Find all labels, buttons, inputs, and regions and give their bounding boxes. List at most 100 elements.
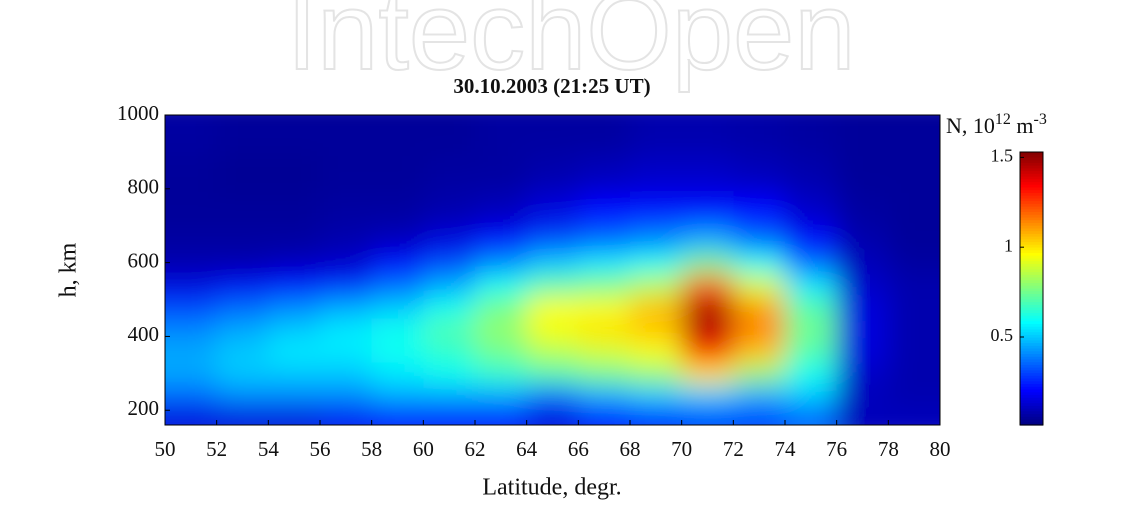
colorbar-step: [1020, 296, 1043, 301]
heatmap-cell: [526, 362, 579, 385]
heatmap-cell: [320, 273, 373, 297]
colorbar-step: [1020, 272, 1043, 276]
heatmap-cell: [216, 340, 269, 363]
heatmap-cell: [423, 362, 476, 385]
colorbar-step: [1020, 411, 1043, 415]
heatmap-cell: [578, 340, 631, 363]
colorbar-step: [1020, 310, 1043, 314]
plot-frame: [164, 114, 941, 426]
colorbar-step: [1020, 321, 1043, 325]
heatmap-cell: [785, 251, 838, 275]
x-tick-label: 78: [878, 437, 899, 461]
heatmap-cell: [785, 340, 838, 363]
heatmap-cell: [836, 192, 889, 227]
heatmap-cell: [785, 225, 838, 253]
y-tick-label: 200: [128, 396, 160, 420]
heatmap-cell: [630, 340, 683, 363]
heatmap-cell: [733, 317, 786, 341]
colorbar-step: [1020, 239, 1043, 243]
heatmap-cell: [423, 340, 476, 363]
heatmap-cell: [320, 295, 373, 319]
colorbar-step: [1020, 326, 1043, 331]
heatmap-cell: [733, 251, 786, 275]
colorbar-step: [1020, 386, 1043, 391]
colorbar-step: [1020, 192, 1043, 197]
heatmap-cell: [681, 225, 734, 253]
colorbar-step: [1020, 231, 1043, 235]
heatmap-cell: [785, 192, 838, 227]
colorbar-step: [1020, 253, 1043, 257]
heatmap-cell: [578, 384, 631, 408]
heatmap-cell: [526, 225, 579, 253]
colorbar-step: [1020, 373, 1043, 377]
heatmap-cell: [630, 155, 683, 193]
colorbar-step: [1020, 283, 1043, 287]
heatmap-cell: [836, 406, 889, 425]
heatmap-cell: [578, 155, 631, 193]
heatmap-cell: [371, 295, 424, 319]
colorbar-step: [1020, 154, 1043, 159]
colorbar-step: [1020, 318, 1043, 322]
colorbar-step: [1020, 397, 1043, 402]
heatmap: [165, 115, 940, 425]
heatmap-cell: [268, 251, 321, 275]
colorbar-step: [1020, 206, 1043, 210]
heatmap-cell: [371, 251, 424, 275]
heatmap-cell: [216, 115, 269, 157]
heatmap-cell: [268, 340, 321, 363]
x-tick-label: 70: [671, 437, 692, 461]
heatmap-cell: [216, 406, 269, 425]
heatmap-cell: [630, 295, 683, 319]
heatmap-cell: [733, 340, 786, 363]
heatmap-cell: [216, 192, 269, 227]
colorbar-step: [1020, 195, 1043, 200]
heatmap-cell: [578, 273, 631, 297]
colorbar-step: [1020, 255, 1043, 260]
heatmap-cell: [681, 251, 734, 275]
heatmap-cell: [165, 115, 218, 157]
x-tick-label: 50: [155, 437, 176, 461]
colorbar: 0.5 1 1.5: [991, 146, 1044, 426]
colorbar-step: [1020, 233, 1043, 238]
x-tick-label: 58: [361, 437, 382, 461]
heatmap-cell: [630, 406, 683, 425]
colorbar-step: [1020, 329, 1043, 333]
heatmap-cell: [320, 406, 373, 425]
colorbar-step: [1020, 190, 1043, 194]
heatmap-cell: [423, 225, 476, 253]
heatmap-cell: [785, 273, 838, 297]
heatmap-cell: [630, 225, 683, 253]
heatmap-cell: [423, 406, 476, 425]
heatmap-cell: [836, 384, 889, 408]
heatmap-cell: [888, 406, 940, 425]
heatmap-cell: [371, 115, 424, 157]
x-tick-label: 66: [568, 437, 589, 461]
heatmap-cell: [165, 251, 218, 275]
heatmap-cell: [165, 384, 218, 408]
colorbar-step: [1020, 288, 1043, 292]
heatmap-cell: [371, 225, 424, 253]
x-axis-label: Latitude, degr.: [482, 475, 621, 501]
heatmap-cell: [371, 273, 424, 297]
heatmap-cell: [216, 273, 269, 297]
colorbar-step: [1020, 356, 1043, 361]
heatmap-cell: [423, 273, 476, 297]
colorbar-step: [1020, 266, 1043, 270]
heatmap-cell: [526, 384, 579, 408]
heatmap-cell: [165, 225, 218, 253]
chart-title: 30.10.2003 (21:25 UT): [453, 74, 650, 98]
heatmap-cell: [836, 273, 889, 297]
x-tick-label: 54: [258, 437, 280, 461]
y-tick-label: 800: [128, 175, 160, 199]
heatmap-cell: [423, 155, 476, 193]
heatmap-cell: [268, 115, 321, 157]
heatmap-cell: [578, 317, 631, 341]
colorbar-label: N, 1012 m-3: [946, 111, 1047, 138]
heatmap-cell: [475, 225, 528, 253]
heatmap-cell: [785, 317, 838, 341]
heatmap-cell: [630, 273, 683, 297]
colorbar-step: [1020, 403, 1043, 407]
x-tick-label: 76: [826, 437, 847, 461]
heatmap-cell: [578, 251, 631, 275]
colorbar-step: [1020, 176, 1043, 180]
